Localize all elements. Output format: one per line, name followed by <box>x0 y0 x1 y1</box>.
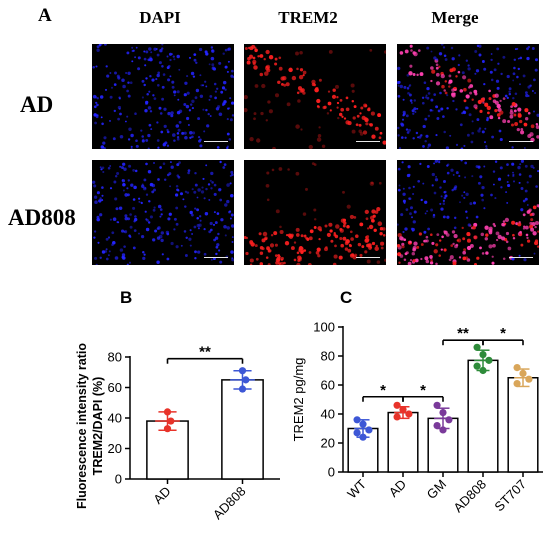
y-axis-label: TREM2 pg/mg <box>291 358 306 442</box>
y-tick-label: 80 <box>321 349 335 364</box>
data-point <box>473 343 481 351</box>
significance-label: ** <box>199 344 211 361</box>
y-tick-label: 60 <box>108 380 122 395</box>
data-point <box>353 429 361 437</box>
data-point <box>473 362 481 370</box>
bar <box>427 417 459 473</box>
data-point <box>163 425 172 433</box>
column-header-trem2: TREM2 <box>278 8 338 27</box>
chart-b: B Fluorescence intensity ratio TREM2/DAPI … <box>75 288 280 523</box>
significance-label: * <box>380 382 386 399</box>
chart-c: C TREM2 pg/mg 0 20 40 60 80 100 WT AD GM AD808 ST707… <box>291 288 543 516</box>
micrograph-ad808-dapi <box>92 160 234 265</box>
y-tick-label: 0 <box>328 465 335 480</box>
micrograph-ad808-trem2 <box>244 160 386 265</box>
data-point <box>513 364 521 372</box>
x-tick-label: AD808 <box>210 484 249 523</box>
data-point <box>519 369 527 377</box>
data-point <box>393 413 401 421</box>
bar <box>467 359 499 473</box>
column-header-merge: Merge <box>431 8 479 27</box>
data-point <box>167 417 175 425</box>
data-point <box>238 367 247 375</box>
data-point <box>479 366 487 375</box>
bar <box>221 379 264 480</box>
data-point <box>433 401 441 409</box>
y-tick-label: 100 <box>313 320 335 335</box>
row-label-ad808: AD808 <box>8 205 76 230</box>
y-tick-label: 60 <box>321 378 335 393</box>
y-tick-label: 20 <box>321 436 335 451</box>
x-tick-label: ST707 <box>491 477 529 515</box>
data-point <box>405 410 413 418</box>
y-tick-label: 0 <box>115 472 122 487</box>
x-tick-label: AD <box>386 477 409 500</box>
data-point <box>479 350 487 359</box>
panel-a-letter: A <box>38 5 52 26</box>
micrograph-ad-merge <box>397 44 539 149</box>
x-tick-label: AD <box>150 484 173 507</box>
y-tick-label: 20 <box>108 441 122 456</box>
data-point <box>242 376 250 384</box>
data-point <box>393 401 401 409</box>
bar <box>387 411 419 473</box>
data-point <box>163 408 172 416</box>
data-point <box>359 433 367 441</box>
data-point <box>513 379 521 388</box>
x-tick-label: GM <box>424 477 449 502</box>
data-point <box>399 406 407 414</box>
y-tick-label: 40 <box>108 411 122 426</box>
row-label-ad: AD <box>20 92 54 117</box>
significance-label: ** <box>457 325 469 342</box>
panel-letter: B <box>120 288 132 307</box>
y-axis-label-line1: Fluorescence intensity ratio <box>75 343 89 509</box>
y-tick-label: 80 <box>108 350 122 365</box>
micrograph-ad-dapi <box>92 44 234 149</box>
x-tick-label: AD808 <box>450 477 489 516</box>
y-tick-label: 40 <box>321 407 335 422</box>
significance-label: * <box>500 325 506 342</box>
y-axis-label-line2: TREM2/DAPI (%) <box>91 377 105 476</box>
data-point <box>238 385 247 393</box>
data-point <box>433 422 441 430</box>
column-header-dapi: DAPI <box>139 8 181 27</box>
data-point <box>439 426 447 434</box>
data-point <box>359 420 367 428</box>
data-point <box>445 416 453 424</box>
bar <box>507 377 539 473</box>
panel-letter: C <box>340 288 352 307</box>
data-point <box>485 356 493 364</box>
micrograph-ad-trem2 <box>244 44 386 149</box>
data-point <box>525 375 533 383</box>
data-point <box>439 408 447 417</box>
data-point <box>365 426 373 434</box>
micrograph-ad808-merge <box>397 160 539 265</box>
data-point <box>353 416 361 424</box>
x-tick-label: WT <box>344 476 369 501</box>
significance-label: * <box>420 382 426 399</box>
